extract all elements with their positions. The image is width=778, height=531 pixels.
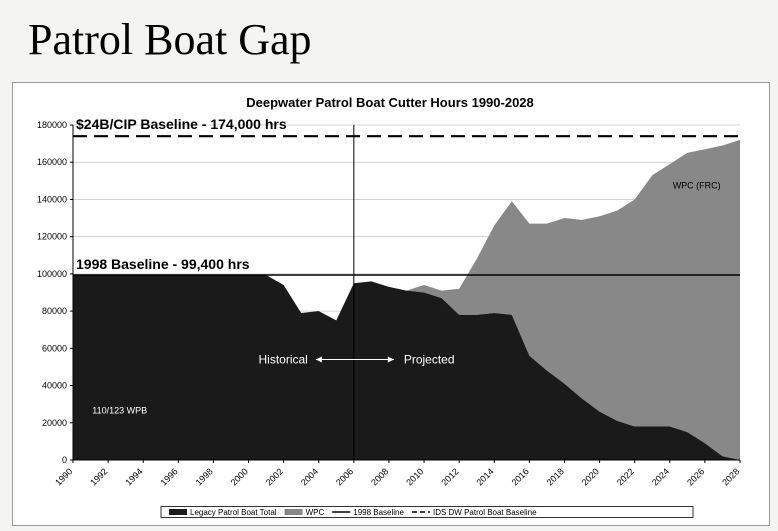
x-tick-label-4: 1998	[194, 466, 215, 487]
legend-label-0: Legacy Patrol Boat Total	[190, 508, 277, 517]
x-tick-label-5: 2000	[229, 466, 250, 487]
legend-swatch-0	[169, 509, 187, 515]
x-tick-label-2: 1994	[123, 466, 144, 487]
x-tick-label-15: 2020	[580, 466, 601, 487]
projected-label: Projected	[404, 353, 455, 367]
area-chart: Deepwater Patrol Boat Cutter Hours 1990-…	[37, 95, 741, 518]
y-tick-label-9: 180000	[37, 120, 67, 130]
arrow-left-head	[315, 356, 322, 363]
y-tick-label-7: 140000	[37, 194, 67, 204]
y-tick-label-1: 20000	[42, 418, 67, 428]
legacy-patrol-boat-area	[73, 275, 740, 460]
chart-container: Deepwater Patrol Boat Cutter Hours 1990-…	[12, 82, 770, 526]
series-areas	[73, 139, 740, 460]
x-tick-label-16: 2022	[615, 466, 636, 487]
wpc-series-label: WPC (FRC)	[673, 180, 721, 190]
slide-title: Patrol Boat Gap	[28, 15, 312, 64]
x-tick-label-1: 1992	[88, 466, 109, 487]
y-tick-label-3: 60000	[42, 343, 67, 353]
legend-label-1: WPC	[306, 508, 325, 517]
chart-title: Deepwater Patrol Boat Cutter Hours 1990-…	[246, 95, 534, 110]
x-tick-label-13: 2016	[510, 466, 531, 487]
x-tick-label-11: 2012	[439, 466, 460, 487]
baseline-1998-label: 1998 Baseline - 99,400 hrs	[76, 256, 250, 272]
y-tick-label-2: 40000	[42, 381, 67, 391]
legend: Legacy Patrol Boat Total WPC 1998 Baseline…	[160, 506, 694, 518]
y-tick-label-0: 0	[62, 455, 67, 465]
y-tick-label-8: 160000	[37, 157, 67, 167]
x-tick-label-8: 2006	[334, 466, 355, 487]
legend-box	[160, 506, 694, 518]
x-tick-label-14: 2018	[545, 466, 566, 487]
x-tick-label-18: 2026	[685, 466, 706, 487]
x-tick-label-10: 2010	[404, 466, 425, 487]
legacy-series-label: 110/123 WPB	[92, 405, 147, 415]
annotations: $24B/CIP Baseline - 174,000 hrs 1998 Base…	[76, 116, 721, 415]
baseline-lines	[73, 125, 740, 460]
x-tick-label-0: 1990	[53, 466, 74, 487]
arrow-right-head	[387, 356, 394, 363]
legend-swatch-1	[284, 509, 303, 515]
y-tick-label-5: 100000	[37, 269, 67, 279]
x-tick-label-12: 2014	[474, 466, 495, 487]
x-tick-label-6: 2002	[264, 466, 285, 487]
x-tick-label-19: 2028	[720, 466, 741, 487]
wpc-area	[73, 139, 740, 460]
x-tick-label-17: 2024	[650, 466, 671, 487]
legend-baseline-label-1: IDS DW Patrol Boat Baseline	[433, 508, 537, 517]
x-tick-label-9: 2008	[369, 466, 390, 487]
y-tick-label-4: 80000	[42, 306, 67, 316]
cip-baseline-label: $24B/CIP Baseline - 174,000 hrs	[76, 116, 287, 132]
y-tick-label-6: 120000	[37, 232, 67, 242]
x-tick-label-3: 1996	[158, 466, 179, 487]
legend-baseline-label-0: 1998 Baseline	[353, 508, 404, 517]
x-tick-label-7: 2004	[299, 466, 320, 487]
historical-label: Historical	[258, 353, 307, 367]
